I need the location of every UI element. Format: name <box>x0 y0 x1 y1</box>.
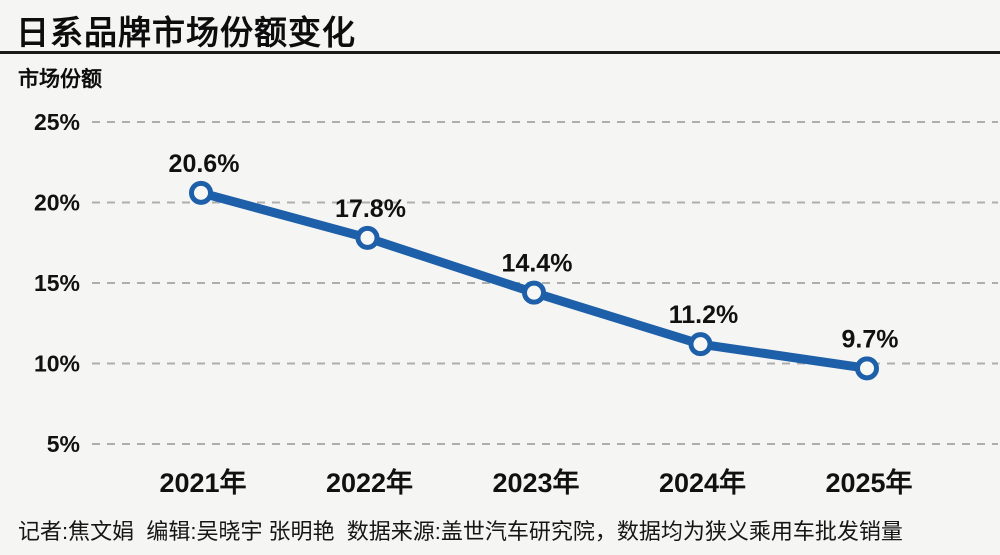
page-title: 日系品牌市场份额变化 <box>16 14 356 51</box>
x-tick-label: 2023年 <box>492 467 579 498</box>
data-label: 11.2% <box>669 301 739 329</box>
x-tick-label: 2021年 <box>159 467 246 498</box>
x-tick-label: 2025年 <box>825 467 912 498</box>
y-tick-label: 15% <box>34 270 80 296</box>
x-tick-label: 2022年 <box>326 467 413 498</box>
data-label: 9.7% <box>842 325 899 353</box>
title-divider <box>0 51 1000 54</box>
y-tick-label: 25% <box>34 109 80 135</box>
data-point <box>855 356 879 381</box>
data-point <box>688 332 713 357</box>
data-point <box>522 280 546 305</box>
y-tick-label: 20% <box>34 190 80 216</box>
data-label: 20.6% <box>169 150 240 178</box>
data-line <box>196 188 872 373</box>
x-tick-label: 2024年 <box>659 467 746 498</box>
y-axis-title: 市场份额 <box>18 68 102 91</box>
data-label: 14.4% <box>502 250 573 278</box>
data-point <box>189 180 213 205</box>
data-point <box>355 225 380 250</box>
credits-text: 记者:焦文娟 编辑:吴晓宇 张明艳 数据来源:盖世汽车研究院，数据均为狭义乘用车… <box>18 519 903 544</box>
data-label: 17.8% <box>335 195 406 223</box>
y-tick-label: 10% <box>34 351 80 377</box>
y-tick-label: 5% <box>47 431 80 457</box>
